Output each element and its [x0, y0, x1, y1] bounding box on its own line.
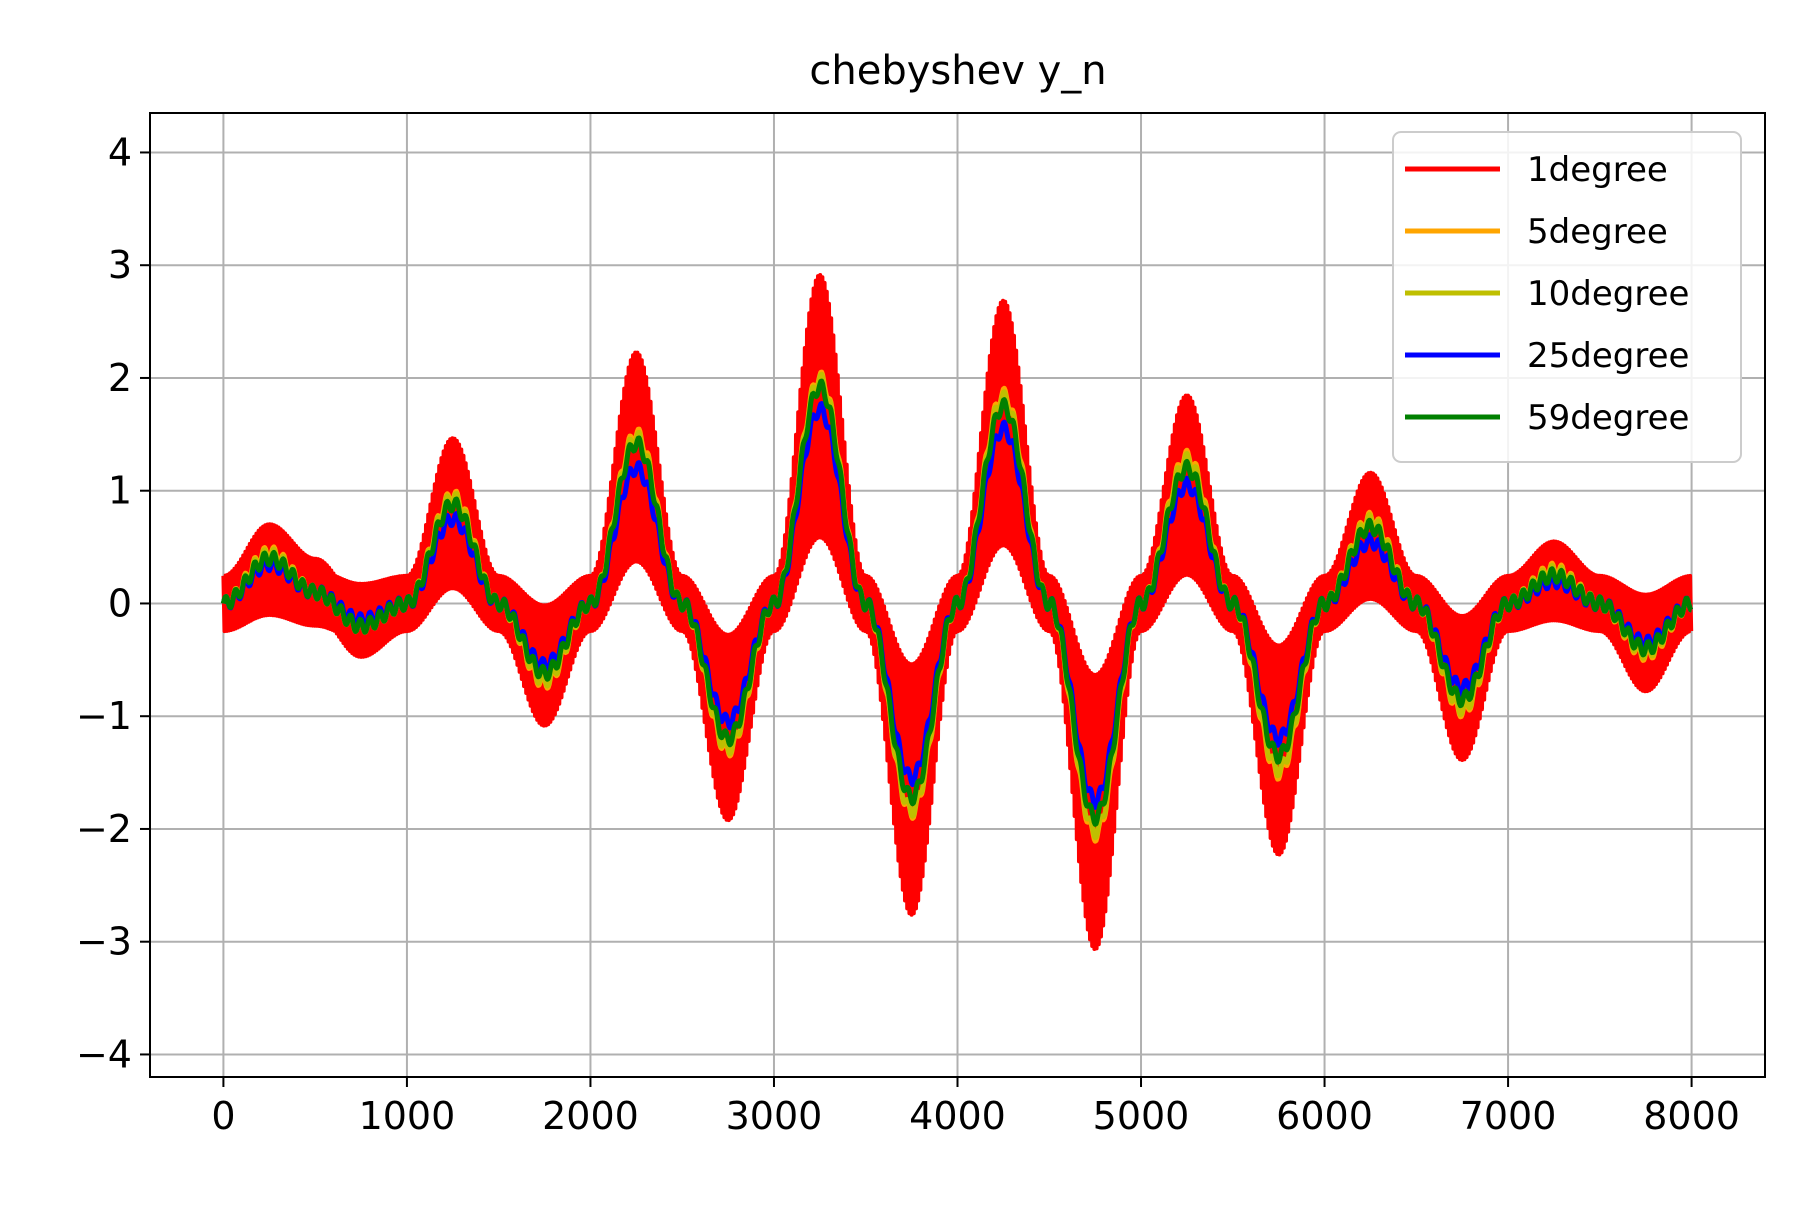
- series-line-59degree: [220, 378, 1694, 827]
- x-tick-label: 8000: [1643, 1094, 1740, 1138]
- x-tick-label: 7000: [1460, 1094, 1557, 1138]
- y-tick-label: −3: [76, 920, 132, 964]
- legend-label-10degree: 10degree: [1527, 274, 1689, 314]
- y-tick-label: 3: [108, 243, 132, 287]
- series-layer: [220, 273, 1694, 951]
- legend-label-25degree: 25degree: [1527, 336, 1689, 376]
- x-tick-label: 2000: [542, 1094, 639, 1138]
- y-tick-label: 0: [108, 581, 132, 625]
- x-tick-label: 4000: [909, 1094, 1006, 1138]
- legend-label-59degree: 59degree: [1527, 398, 1689, 438]
- legend-box: [1392, 131, 1742, 463]
- y-tick-label: −2: [76, 807, 132, 851]
- x-tick-label: 1000: [359, 1094, 456, 1138]
- x-tick-label: 0: [211, 1094, 235, 1138]
- legend-items: 1degree 5degree 10degree 25degree 59degree: [1405, 150, 1689, 438]
- legend-label-1degree: 1degree: [1527, 150, 1668, 190]
- x-tick-label: 5000: [1093, 1094, 1190, 1138]
- x-tick-label: 6000: [1276, 1094, 1373, 1138]
- chart-title: chebyshev y_n: [809, 48, 1106, 94]
- y-tick-label: 1: [108, 469, 132, 513]
- tick-layer: 0 1000 2000 3000 4000 5000 6000 7000 8000 −4 −3 −2 −…: [76, 130, 1740, 1138]
- y-tick-label: −4: [76, 1032, 132, 1076]
- legend: 1degree 5degree 10degree 25degree 59degree: [1392, 131, 1742, 463]
- y-tick-label: 4: [108, 130, 132, 174]
- y-tick-label: −1: [76, 694, 132, 738]
- y-tick-label: 2: [108, 356, 132, 400]
- x-tick-label: 3000: [726, 1094, 823, 1138]
- legend-label-5degree: 5degree: [1527, 212, 1668, 252]
